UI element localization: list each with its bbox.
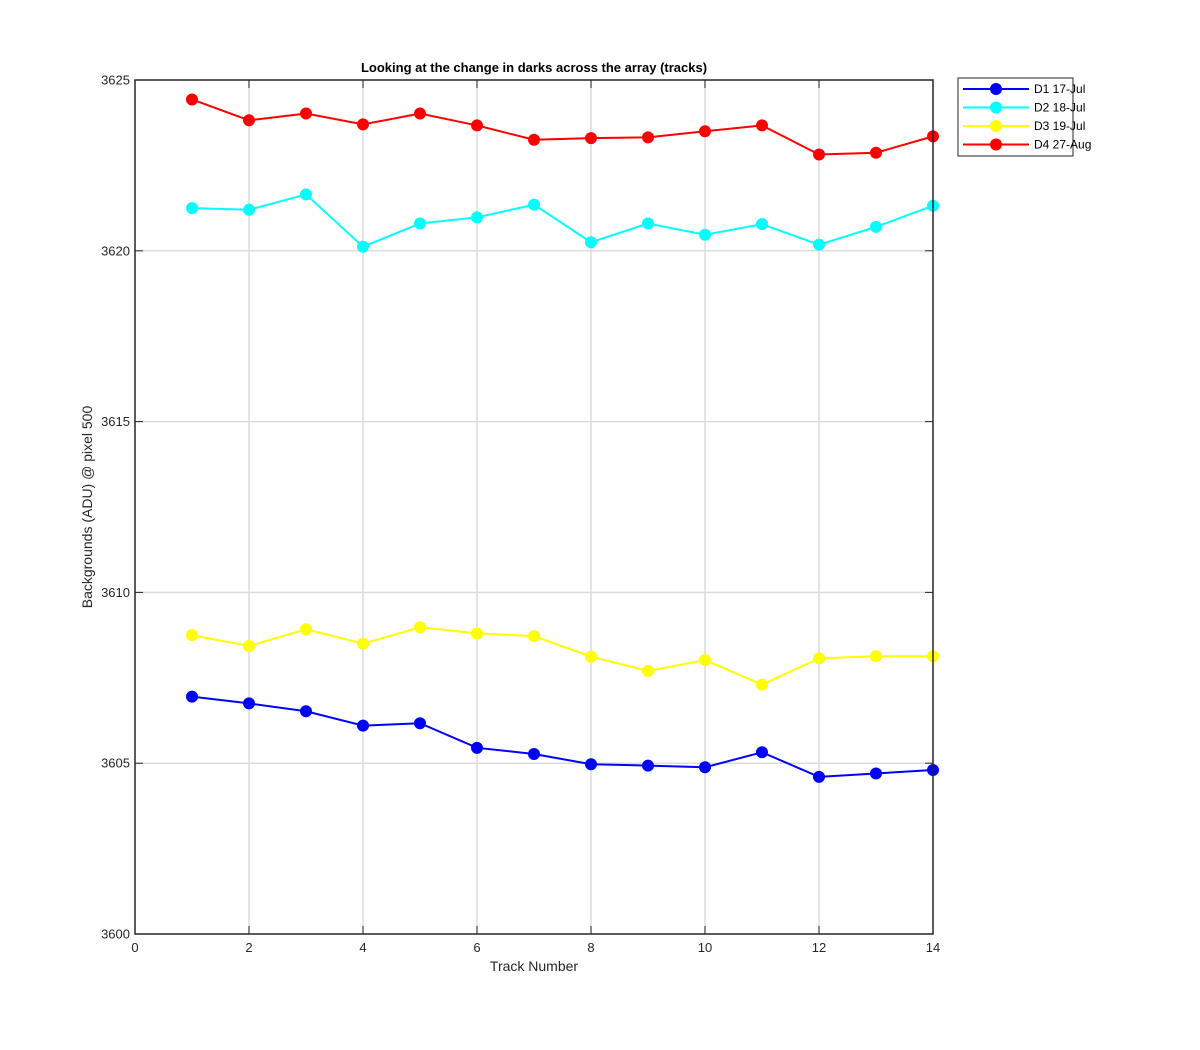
data-point (870, 650, 882, 663)
legend-items: D1 17-Jul D2 18-Jul D3 19-Jul D4 27-Aug (963, 82, 1091, 152)
data-point (357, 637, 369, 650)
data-point (243, 114, 255, 127)
plot-area: 0 2 4 6 8 10 12 14 3600 3605 3610 3615 3620 3625 (101, 73, 940, 956)
axis-ticks: 0 2 4 6 8 10 12 14 3600 3605 3610 3615 3620 3625 (101, 73, 940, 956)
data-point (528, 198, 540, 211)
data-point (756, 678, 768, 691)
data-point (414, 217, 426, 230)
data-point (243, 640, 255, 653)
x-tick-label: 12 (812, 940, 826, 955)
legend-box (957, 77, 1074, 157)
data-point (585, 650, 597, 663)
data-point (813, 652, 825, 665)
data-point (756, 119, 768, 132)
data-point (300, 188, 312, 201)
x-axis-label: Track Number (490, 958, 579, 974)
x-tick-label: 6 (473, 940, 480, 955)
grid-lines (135, 80, 933, 934)
y-tick-label: 3605 (101, 756, 130, 771)
series-line (191, 695, 934, 778)
x-tick-label: 0 (131, 940, 138, 955)
series-4 (186, 93, 939, 161)
data-point (414, 717, 426, 730)
data-point (642, 217, 654, 230)
data-point (414, 621, 426, 634)
series-line (191, 193, 934, 248)
data-point (528, 133, 540, 146)
series-line (191, 98, 934, 156)
data-point (699, 125, 711, 138)
series-1 (186, 690, 939, 783)
data-point (243, 203, 255, 216)
data-point (585, 132, 597, 145)
data-point (756, 746, 768, 759)
legend-label: D3 19-Jul (1034, 119, 1085, 133)
data-point (471, 119, 483, 132)
legend-label: D1 17-Jul (1034, 82, 1085, 96)
y-tick-label: 3600 (101, 927, 130, 942)
data-point (870, 146, 882, 159)
x-tick-label: 2 (245, 940, 252, 955)
chart-title: Looking at the change in darks across th… (361, 60, 707, 75)
legend-item: D3 19-Jul (963, 119, 1085, 133)
data-point (870, 767, 882, 780)
data-point (870, 220, 882, 233)
x-tick-label: 4 (359, 940, 366, 955)
data-point (471, 741, 483, 754)
data-point (585, 758, 597, 771)
y-tick-label: 3615 (101, 414, 130, 429)
data-point (300, 705, 312, 718)
data-point (528, 747, 540, 760)
series-line (191, 626, 933, 686)
y-tick-label: 3610 (101, 585, 130, 600)
legend-marker-swatch (990, 138, 1002, 151)
data-point (300, 623, 312, 636)
legend-marker-swatch (990, 101, 1002, 114)
data-point (813, 238, 825, 251)
axes-box (134, 79, 934, 935)
data-point (642, 664, 654, 677)
legend-item: D2 18-Jul (963, 101, 1085, 115)
y-tick-label: 3620 (101, 243, 130, 258)
y-axis-label: Backgrounds (ADU) @ pixel 500 (79, 406, 95, 609)
series-lines (186, 93, 939, 783)
data-point (300, 107, 312, 120)
data-point (585, 236, 597, 249)
data-point (414, 107, 426, 120)
data-point (357, 118, 369, 131)
data-point (756, 218, 768, 231)
data-point (528, 630, 540, 643)
data-point (357, 719, 369, 732)
legend-item: D4 27-Aug (963, 138, 1091, 152)
data-point (186, 202, 198, 215)
legend-marker-swatch (990, 120, 1002, 132)
x-tick-label: 10 (698, 940, 712, 955)
data-point (186, 629, 198, 642)
data-point (186, 690, 198, 703)
x-tick-label: 14 (926, 940, 940, 955)
x-tick-label: 8 (587, 940, 594, 955)
legend-label: D2 18-Jul (1034, 101, 1085, 115)
data-point (699, 654, 711, 667)
legend-label: D4 27-Aug (1034, 138, 1091, 152)
data-point (813, 770, 825, 783)
data-point (642, 759, 654, 772)
series-2 (186, 188, 939, 253)
data-point (699, 228, 711, 241)
data-point (471, 627, 483, 640)
data-point (243, 697, 255, 710)
data-point (642, 131, 654, 144)
data-point (699, 761, 711, 774)
data-point (186, 93, 198, 106)
data-point (471, 211, 483, 224)
data-point (357, 240, 369, 253)
legend-item: D1 17-Jul (963, 82, 1085, 96)
legend-marker-swatch (990, 83, 1002, 95)
data-point (813, 148, 825, 161)
legend: D1 17-Jul D2 18-Jul D3 19-Jul D4 27-Aug (957, 77, 1091, 157)
y-tick-label: 3625 (101, 73, 130, 88)
axes-background (135, 80, 933, 934)
